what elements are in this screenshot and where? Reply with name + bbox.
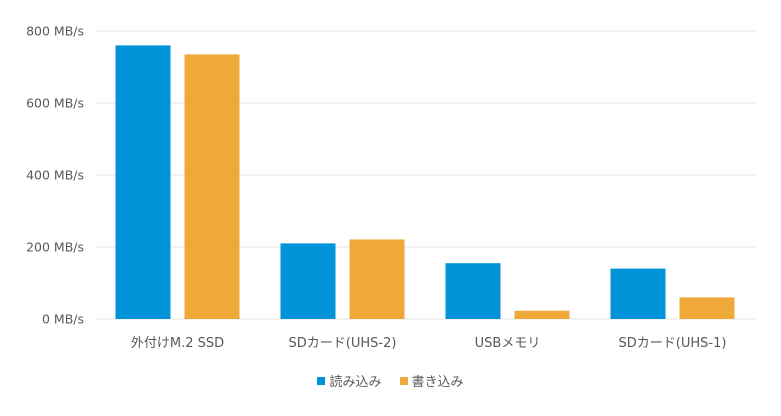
- bar-read: [280, 243, 336, 319]
- legend-label-read: 読み込み: [329, 375, 382, 390]
- legend-swatch-read: [317, 376, 326, 385]
- y-tick-label: 200 MB/s: [26, 240, 84, 255]
- y-tick-label: 400 MB/s: [26, 168, 84, 183]
- x-category-label: 外付けM.2 SSD: [131, 336, 224, 351]
- x-category-label: SDカード(UHS-2): [289, 336, 397, 351]
- bar-read: [610, 268, 666, 319]
- legend-label-write: 書き込み: [411, 375, 464, 390]
- bar-write: [349, 239, 405, 319]
- legend-swatch-write: [399, 376, 408, 385]
- bar-read: [445, 263, 501, 319]
- legend: 読み込み 書き込み: [0, 371, 781, 390]
- bar-read: [115, 45, 171, 320]
- y-tick-label: 800 MB/s: [26, 24, 84, 39]
- legend-item-read: 読み込み: [317, 371, 382, 390]
- x-category-label: USBメモリ: [475, 336, 541, 351]
- y-tick-label: 600 MB/s: [26, 96, 84, 111]
- bar-write: [679, 297, 735, 319]
- bar-write: [184, 54, 240, 320]
- x-category-label: SDカード(UHS-1): [619, 336, 727, 351]
- y-tick-label: 0 MB/s: [42, 312, 84, 327]
- legend-item-write: 書き込み: [399, 371, 464, 390]
- bar-write: [514, 310, 570, 319]
